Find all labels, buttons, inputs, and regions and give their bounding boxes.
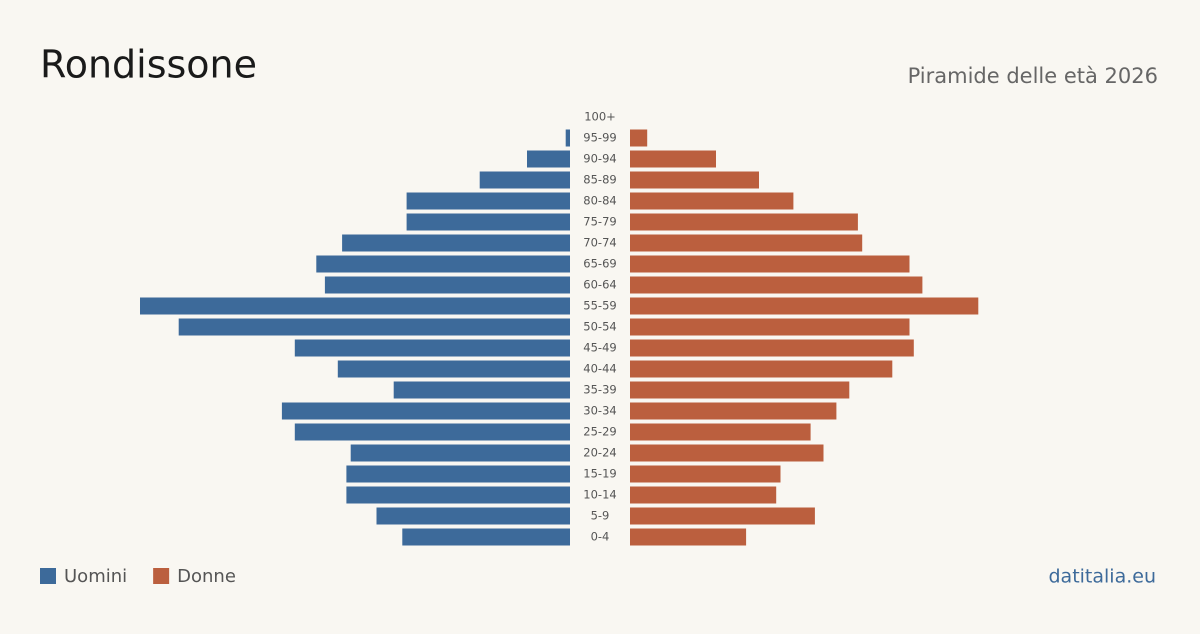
bar xyxy=(630,150,716,168)
bar xyxy=(376,507,570,525)
bar xyxy=(630,255,910,273)
legend-swatch xyxy=(153,568,170,584)
age-label: 50-54 xyxy=(583,320,616,334)
age-label: 35-39 xyxy=(583,383,616,397)
bar xyxy=(337,360,570,378)
bar xyxy=(630,423,811,441)
age-label: 65-69 xyxy=(583,257,616,271)
bar xyxy=(630,444,824,462)
bar xyxy=(630,276,923,294)
age-label: 25-29 xyxy=(583,425,616,439)
bar xyxy=(630,129,648,147)
source: datitalia.eu xyxy=(1049,566,1157,588)
bar xyxy=(294,423,570,441)
bar xyxy=(565,129,570,147)
age-label: 40-44 xyxy=(583,362,616,376)
age-label: 60-64 xyxy=(583,278,616,292)
bar xyxy=(350,444,570,462)
legend-swatch xyxy=(40,568,56,584)
chart-title: Rondissone xyxy=(40,43,257,87)
age-label: 30-34 xyxy=(583,404,616,418)
age-label: 95-99 xyxy=(583,131,616,145)
bar xyxy=(406,192,570,210)
age-label: 20-24 xyxy=(583,446,616,460)
age-label: 75-79 xyxy=(583,215,616,229)
bar xyxy=(402,528,570,546)
bar xyxy=(630,486,777,504)
bar xyxy=(346,465,570,483)
age-label: 100+ xyxy=(584,110,616,124)
bar xyxy=(630,507,815,525)
bar xyxy=(479,171,570,189)
bar xyxy=(342,234,570,252)
bar xyxy=(630,213,858,231)
age-label: 45-49 xyxy=(583,341,616,355)
bar xyxy=(324,276,570,294)
bar xyxy=(178,318,570,336)
age-label: 80-84 xyxy=(583,194,616,208)
bar xyxy=(630,234,863,252)
age-label: 15-19 xyxy=(583,467,616,481)
bar xyxy=(630,297,979,315)
age-label: 85-89 xyxy=(583,173,616,187)
bar xyxy=(393,381,570,399)
bar xyxy=(630,528,747,546)
bar xyxy=(630,318,910,336)
age-label: 0-4 xyxy=(591,530,610,544)
bar xyxy=(630,465,781,483)
age-label: 70-74 xyxy=(583,236,616,250)
legend-label: Donne xyxy=(177,566,236,587)
bar xyxy=(630,339,914,357)
bar xyxy=(630,192,794,210)
bar xyxy=(630,381,850,399)
bar xyxy=(294,339,570,357)
bar xyxy=(630,360,893,378)
bar xyxy=(140,297,570,315)
age-label: 5-9 xyxy=(591,509,610,523)
bar xyxy=(527,150,570,168)
bar xyxy=(281,402,570,420)
chart-subtitle: Piramide delle età 2026 xyxy=(908,64,1158,88)
legend-label: Uomini xyxy=(64,566,127,587)
bar xyxy=(630,402,837,420)
bar xyxy=(316,255,570,273)
bar xyxy=(630,171,759,189)
age-label: 55-59 xyxy=(583,299,616,313)
bar xyxy=(346,486,570,504)
age-label: 90-94 xyxy=(583,152,616,166)
bar xyxy=(406,213,570,231)
age-label: 10-14 xyxy=(583,488,616,502)
